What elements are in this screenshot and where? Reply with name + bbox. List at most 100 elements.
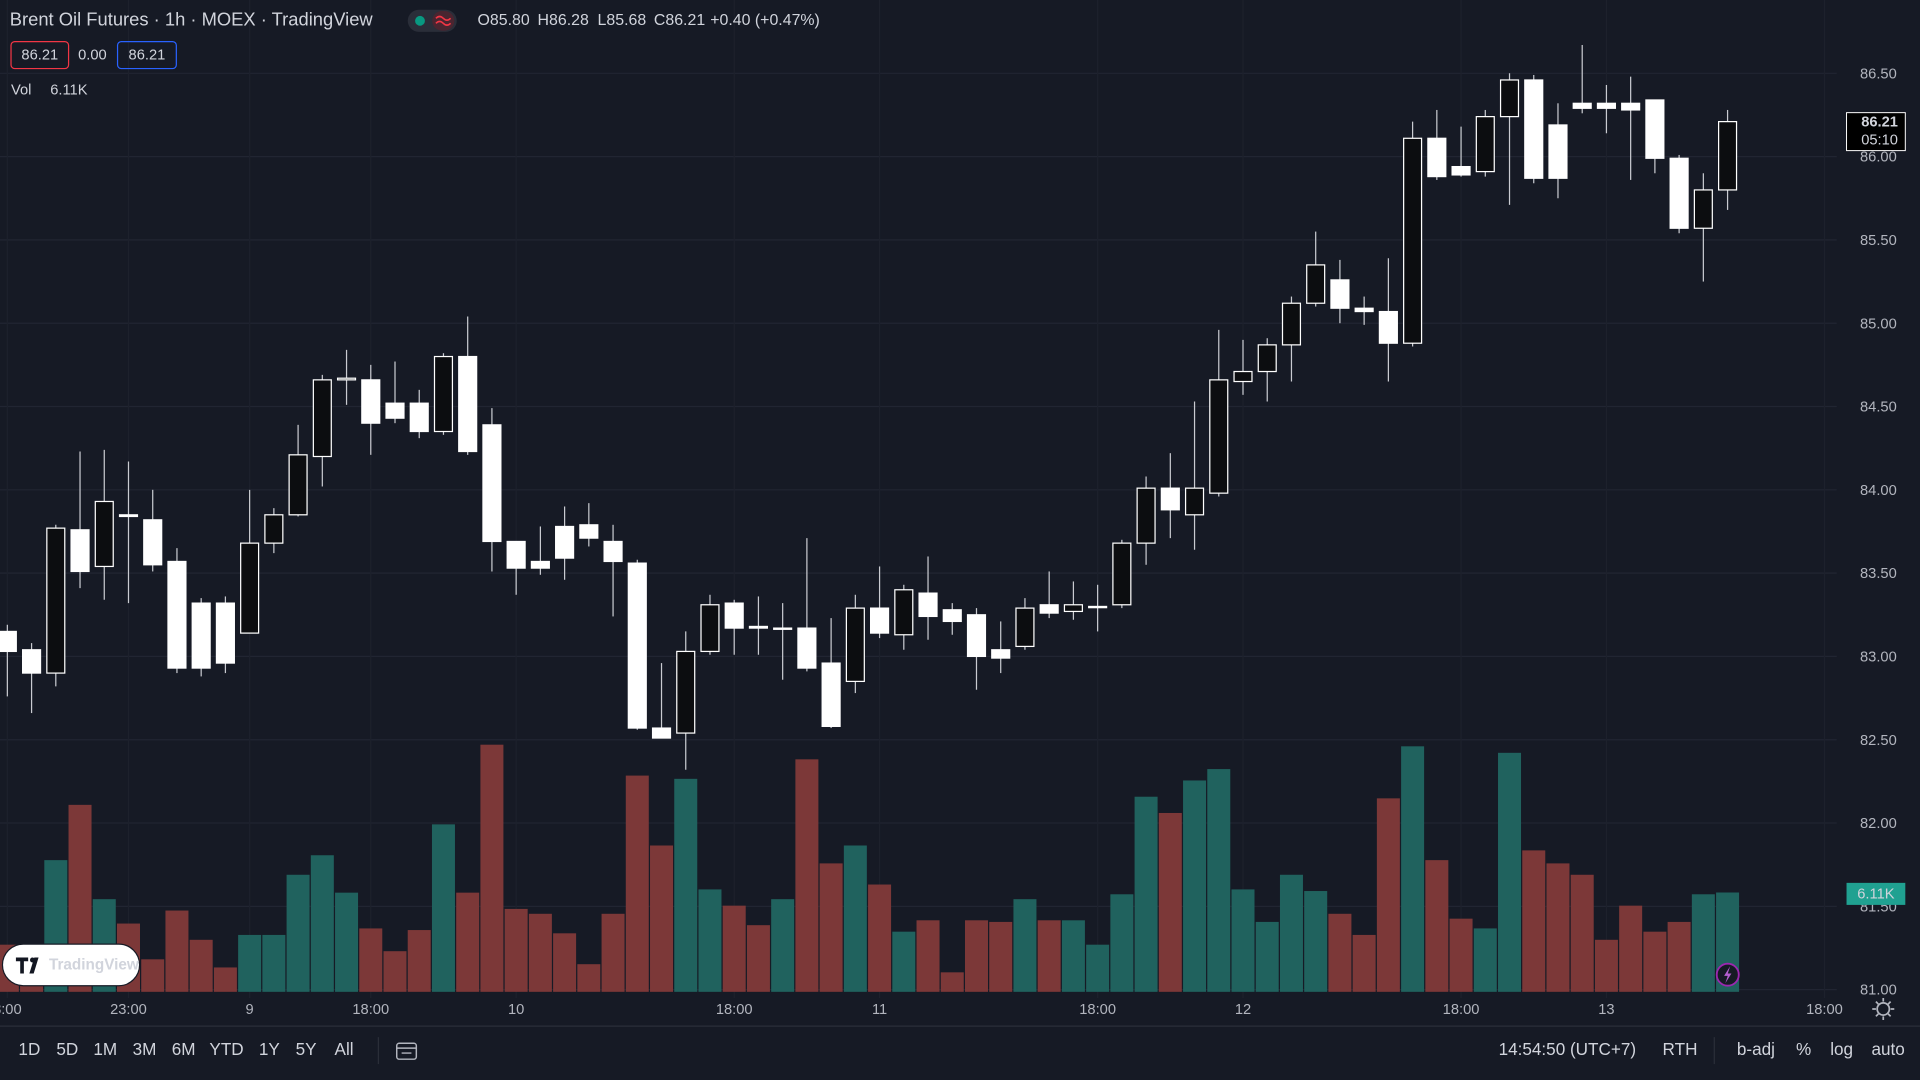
- x-tick-label: 9: [246, 1002, 254, 1018]
- range-button[interactable]: 1M: [93, 1039, 117, 1059]
- y-tick-label: 83.00: [1860, 650, 1897, 666]
- candle-body: [1717, 121, 1738, 191]
- volume-bar: [553, 933, 577, 992]
- x-tick-label: 18:00: [352, 1002, 389, 1018]
- candle-body: [506, 540, 526, 569]
- volume-bar: [1279, 874, 1303, 992]
- volume-bar: [1304, 891, 1328, 992]
- spread: 0.00: [78, 48, 107, 64]
- candle-body: [1233, 370, 1253, 383]
- volume-bar: [1328, 913, 1352, 992]
- tradingview-logo[interactable]: TradingView: [1, 943, 141, 987]
- logo-bg[interactable]: [1, 943, 141, 987]
- volume-bar: [1643, 931, 1667, 992]
- candle-body: [845, 607, 865, 683]
- range-button[interactable]: 3M: [133, 1039, 157, 1059]
- candle-body: [1209, 379, 1229, 494]
- candle-body: [361, 379, 381, 424]
- candle-body: [1257, 344, 1277, 373]
- compare-button[interactable]: [396, 1042, 418, 1060]
- candle-body: [482, 424, 502, 543]
- volume-value-box: [1846, 882, 1906, 905]
- bid-price[interactable]: 86.21: [21, 48, 58, 64]
- volume-bar: [1183, 780, 1207, 992]
- volume-bar: [1086, 944, 1110, 992]
- volume-bar: [480, 744, 504, 992]
- candle-body: [1015, 607, 1035, 648]
- lightning-button[interactable]: [1715, 962, 1740, 987]
- y-tick-label: 82.00: [1860, 816, 1897, 832]
- logo-text: TradingView: [49, 957, 139, 974]
- candle-body: [385, 402, 405, 419]
- volume-bar: [238, 934, 262, 992]
- range-button[interactable]: 6M: [172, 1039, 196, 1059]
- volume-bar: [577, 964, 601, 992]
- volume-bar: [431, 824, 455, 992]
- volume-bar: [1425, 860, 1449, 992]
- x-tick-label: 18:00: [1443, 1002, 1480, 1018]
- volume-bar: [989, 921, 1013, 992]
- candle-body: [1524, 79, 1544, 179]
- ohlc-open: O85.80: [478, 12, 530, 29]
- volume-bar: [456, 892, 480, 992]
- volume-bar: [1498, 752, 1522, 992]
- bar-countdown: 05:10: [1861, 133, 1898, 149]
- candle-body: [1403, 137, 1423, 344]
- candle-body: [1112, 542, 1132, 606]
- session[interactable]: RTH: [1663, 1039, 1698, 1059]
- y-tick-label: 86.00: [1860, 150, 1897, 166]
- candle-body: [167, 560, 187, 669]
- volume-layer: [0, 744, 1740, 992]
- volume-bar: [1037, 920, 1061, 992]
- volume-bar: [1619, 905, 1643, 992]
- candle-body: [942, 609, 962, 623]
- range-button[interactable]: 1Y: [259, 1039, 281, 1059]
- volume-bar: [286, 874, 310, 992]
- volume-bar: [1594, 939, 1618, 992]
- volume-bar: [1449, 918, 1473, 992]
- volume-bar: [1255, 921, 1279, 992]
- candle-body: [21, 649, 42, 674]
- ask-box[interactable]: [116, 41, 177, 70]
- candle-body: [773, 627, 793, 630]
- candle-body: [1354, 307, 1374, 313]
- ask-price[interactable]: 86.21: [129, 48, 166, 64]
- volume-bar: [528, 913, 552, 992]
- x-tick-label: 23:00: [110, 1002, 147, 1018]
- scale-option[interactable]: %: [1796, 1039, 1811, 1059]
- status-toggle[interactable]: [407, 9, 457, 32]
- candle-body: [821, 662, 841, 728]
- calendar-icon[interactable]: [396, 1042, 418, 1060]
- logo-mark: [15, 957, 39, 974]
- volume-bar: [1667, 921, 1691, 992]
- bid-box[interactable]: [10, 41, 70, 70]
- candle-body: [1160, 487, 1180, 511]
- x-tick-label: 18:00: [716, 1002, 753, 1018]
- settings-gear[interactable]: [1876, 1002, 1891, 1016]
- scale-option[interactable]: auto: [1871, 1039, 1904, 1059]
- candle-body: [748, 625, 769, 629]
- y-tick-label: 84.50: [1860, 400, 1897, 416]
- ohlc-high: H86.28: [538, 12, 589, 29]
- settings-button[interactable]: [1872, 997, 1895, 1020]
- volume-bar: [674, 778, 698, 992]
- clock[interactable]: 14:54:50 (UTC+7): [1499, 1039, 1637, 1059]
- volume-bar: [1376, 798, 1400, 992]
- range-button[interactable]: 5D: [56, 1039, 78, 1059]
- candle-body: [70, 529, 90, 573]
- candle-body: [1572, 102, 1592, 109]
- range-button[interactable]: 1D: [18, 1039, 40, 1059]
- range-button[interactable]: All: [335, 1039, 354, 1059]
- candle-body: [288, 454, 308, 516]
- volume-bar: [1570, 874, 1594, 992]
- range-button[interactable]: YTD: [209, 1039, 243, 1059]
- range-button[interactable]: 5Y: [296, 1039, 318, 1059]
- scale-option[interactable]: log: [1830, 1039, 1853, 1059]
- candle-body: [1088, 605, 1108, 609]
- volume-bar: [722, 905, 746, 992]
- toggle-icon: [435, 15, 452, 26]
- volume-bar: [335, 892, 359, 992]
- volume-bar: [1473, 928, 1497, 992]
- candle-body: [530, 560, 550, 569]
- scale-option[interactable]: b-adj: [1737, 1039, 1775, 1059]
